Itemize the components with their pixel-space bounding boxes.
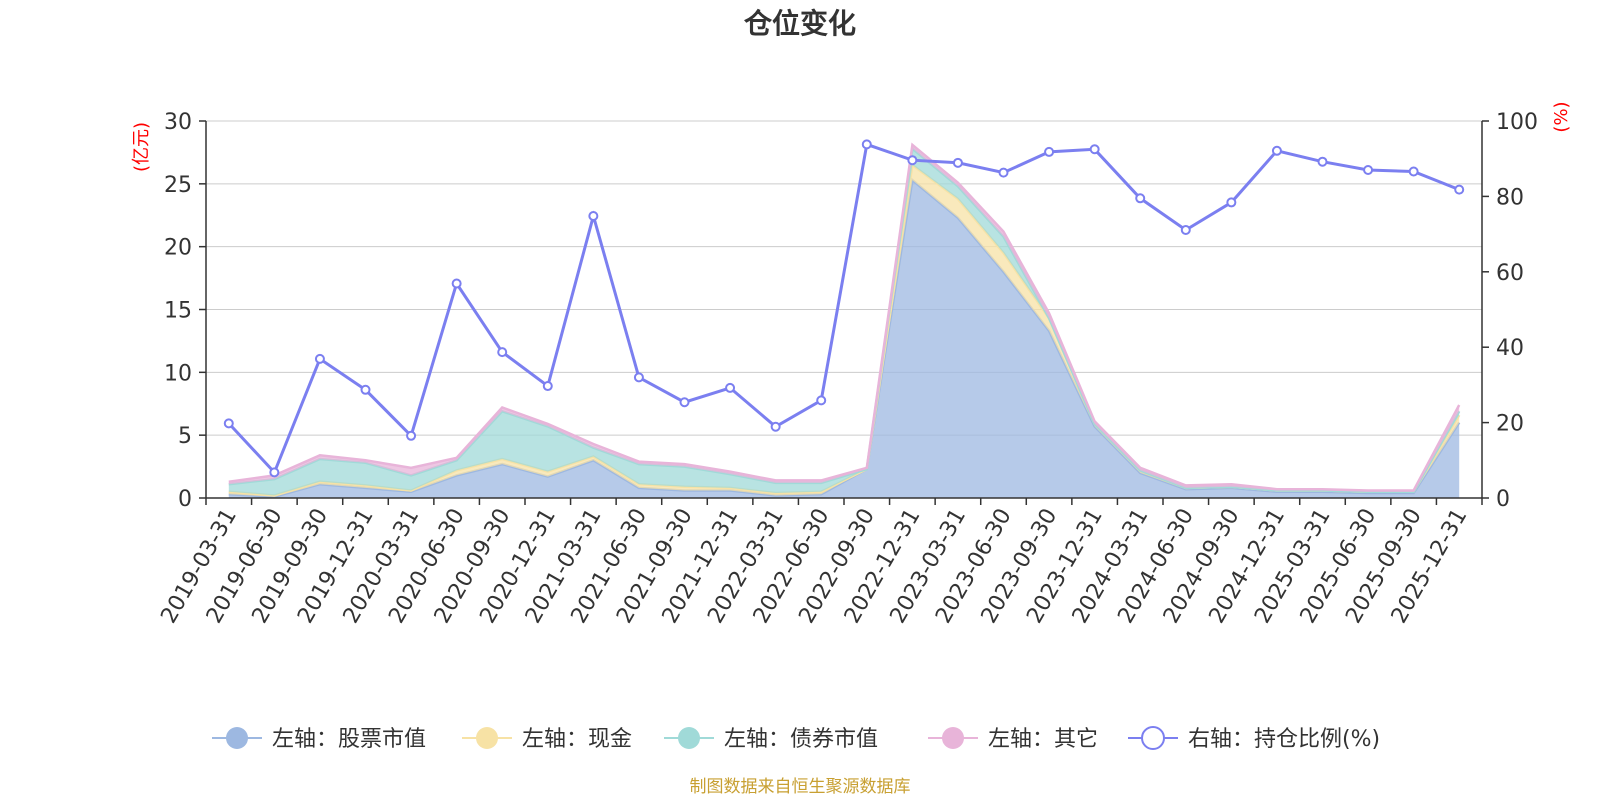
legend-label: 左轴：其它 [988,727,1098,752]
axes: 051015202530020406080100(亿元)(%)2019-03-3… [131,101,1572,627]
legend-item-1[interactable]: 左轴：股票市值 [212,727,426,752]
ratio-point [497,347,508,358]
right-tick-label: 0 [1496,487,1510,512]
chart-title: 仓位变化 [744,7,856,40]
area-edge-series-1 [228,177,1461,498]
ratio-line [227,142,1460,476]
ratio-point [725,382,736,393]
right-axis-unit: (%) [1551,101,1572,132]
ratio-point [1044,146,1055,157]
ratio-point [542,381,553,392]
legend-marker [678,727,700,749]
ratio-point [269,467,280,478]
ratio-point [1135,193,1146,204]
left-tick-label: 10 [164,361,192,386]
legend-item-5[interactable]: 右轴：持仓比例(%) [1128,726,1380,752]
legend-marker [1141,726,1165,750]
ratio-point [679,397,690,408]
legend-label: 右轴：持仓比例(%) [1188,727,1380,752]
ratio-point [223,418,234,429]
left-tick-label: 0 [178,487,192,512]
ratio-line-series [223,139,1465,478]
legend-label: 左轴：现金 [522,727,632,752]
left-tick-label: 20 [164,236,192,261]
right-tick-label: 20 [1496,412,1524,437]
ratio-point [907,155,918,166]
ratio-point [1089,144,1100,155]
legend-item-3[interactable]: 左轴：债券市值 [664,727,878,752]
area-series-2 [228,165,1460,497]
left-axis-unit: (亿元) [131,122,152,172]
ratio-point [1454,184,1465,195]
ratio-point [816,395,827,406]
stacked-areas [228,142,1461,498]
ratio-point [998,167,1009,178]
left-tick-label: 30 [164,110,192,135]
ratio-point [952,157,963,168]
ratio-point [406,430,417,441]
ratio-point [1363,165,1374,176]
legend-marker [476,727,498,749]
ratio-point [588,211,599,222]
left-tick-label: 25 [164,173,192,198]
legend[interactable]: 左轴：股票市值 左轴：现金 左轴：债券市值 左轴：其它 右轴：持仓比例(%) [212,726,1380,752]
ratio-point [1408,166,1419,177]
right-tick-label: 40 [1496,336,1524,361]
area-edge-series-4 [228,142,1461,492]
area-series-3 [228,148,1460,496]
ratio-point [770,421,781,432]
ratio-point [861,139,872,150]
legend-marker [226,727,248,749]
left-tick-label: 15 [164,299,192,324]
ratio-point [1180,224,1191,235]
ratio-point [1226,197,1237,208]
legend-marker [942,727,964,749]
ratio-point [451,278,462,289]
source-note: 制图数据来自恒生聚源数据库 [690,777,911,797]
area-series-1 [228,180,1460,498]
ratio-point [314,353,325,364]
ratio-point [633,372,644,383]
legend-item-4[interactable]: 左轴：其它 [928,727,1098,752]
legend-label: 左轴：股票市值 [272,727,426,752]
legend-item-2[interactable]: 左轴：现金 [462,727,632,752]
grid-lines [206,120,1482,436]
right-tick-label: 100 [1496,110,1538,135]
area-edge-series-2 [228,162,1461,497]
ratio-point [360,384,371,395]
ratio-point [1271,145,1282,156]
right-tick-label: 80 [1496,185,1524,210]
legend-label: 左轴：债券市值 [724,727,878,752]
left-tick-label: 5 [178,424,192,449]
ratio-point [1317,156,1328,167]
right-tick-label: 60 [1496,261,1524,286]
